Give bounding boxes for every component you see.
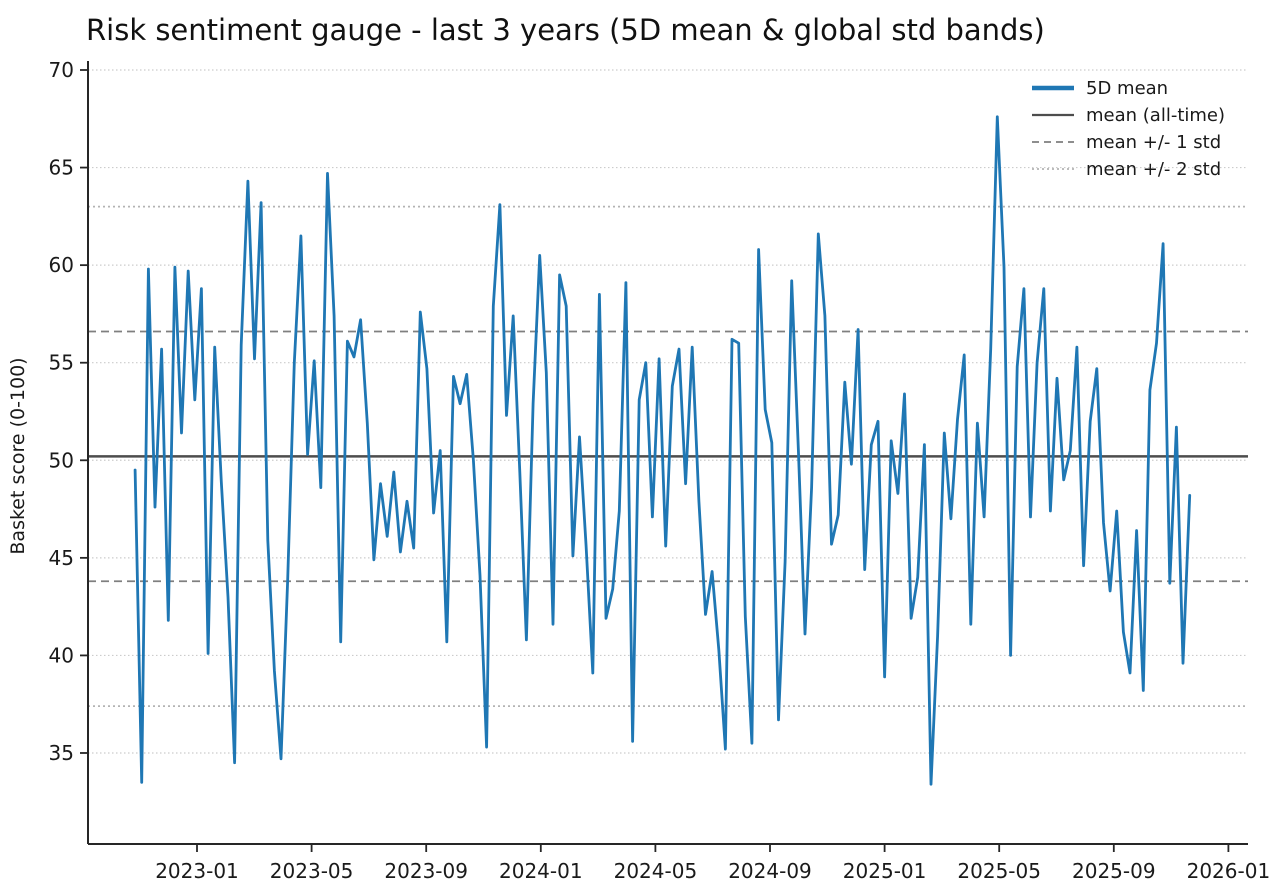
series-line bbox=[133, 115, 1192, 786]
y-axis-ticks: 35 40 45 50 55 60 65 70 bbox=[49, 58, 88, 765]
y-tick-label: 50 bbox=[49, 448, 74, 472]
y-tick-label: 60 bbox=[49, 253, 74, 277]
y-axis-label: Basket score (0-100) bbox=[7, 357, 29, 554]
legend-item-5d-mean: 5D mean bbox=[1032, 78, 1168, 99]
legend-label-5d-mean: 5D mean bbox=[1086, 78, 1168, 99]
legend-label-mean-plus-minus-1-std: mean +/- 1 std bbox=[1086, 132, 1221, 153]
x-axis-ticks: 2023-01 2023-05 2023-09 2024-01 2024-05 2024-… bbox=[155, 844, 1270, 883]
y-tick-label: 45 bbox=[49, 546, 74, 570]
legend-item-mean-plus-minus-2-std: mean +/- 2 std bbox=[1032, 159, 1221, 180]
y-tick-label: 65 bbox=[49, 156, 74, 180]
legend-item-mean-all-time: mean (all-time) bbox=[1032, 105, 1225, 126]
x-tick-label: 2025-09 bbox=[1072, 859, 1156, 883]
legend-label-mean-all-time: mean (all-time) bbox=[1086, 105, 1225, 126]
x-tick-label: 2024-05 bbox=[614, 859, 698, 883]
x-tick-label: 2023-09 bbox=[384, 859, 468, 883]
x-tick-label: 2023-05 bbox=[270, 859, 354, 883]
x-tick-label: 2025-01 bbox=[843, 859, 927, 883]
y-tick-label: 35 bbox=[49, 741, 74, 765]
chart-title: Risk sentiment gauge - last 3 years (5D … bbox=[86, 13, 1045, 47]
x-tick-label: 2026-01 bbox=[1187, 859, 1271, 883]
legend-label-mean-plus-minus-2-std: mean +/- 2 std bbox=[1086, 159, 1221, 180]
x-tick-label: 2024-01 bbox=[499, 859, 583, 883]
x-tick-label: 2024-09 bbox=[728, 859, 812, 883]
y-tick-label: 55 bbox=[49, 351, 74, 375]
legend: 5D mean mean (all-time) mean +/- 1 std m… bbox=[1032, 78, 1225, 180]
x-tick-label: 2023-01 bbox=[155, 859, 239, 883]
y-tick-label: 70 bbox=[49, 58, 74, 82]
y-tick-label: 40 bbox=[49, 643, 74, 667]
legend-item-mean-plus-minus-1-std: mean +/- 1 std bbox=[1032, 132, 1221, 153]
x-tick-label: 2025-05 bbox=[957, 859, 1041, 883]
5d-mean-line bbox=[133, 115, 1192, 786]
